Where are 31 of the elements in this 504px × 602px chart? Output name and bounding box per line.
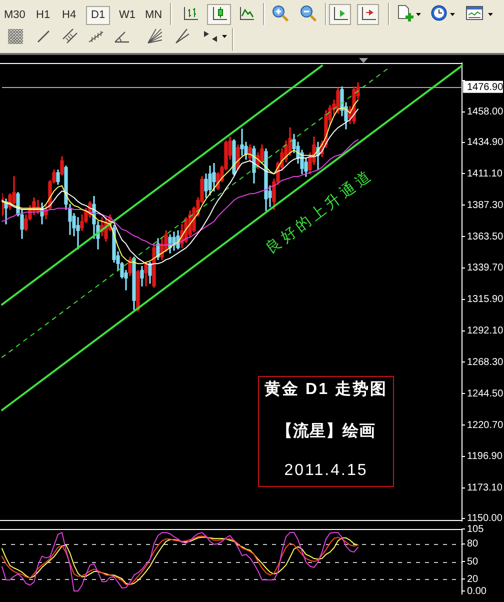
y-tick-label: 1220.70	[467, 420, 504, 431]
y-tick-label: 1339.70	[467, 262, 504, 274]
text: W1	[119, 9, 136, 21]
annotation: 良好的上升通道	[262, 166, 377, 258]
y-tick-label: 1363.50	[467, 231, 504, 242]
y-tick-label: 50	[467, 556, 479, 568]
y-tick-label: 1411.10	[467, 168, 503, 180]
y-tick-label: 1458.00	[467, 106, 504, 118]
text: D1	[91, 9, 106, 21]
y-tick-label: 1173.10	[467, 482, 503, 494]
y-tick-label: 1150.00	[467, 513, 503, 524]
text: H1	[36, 9, 50, 21]
y-tick-label: 105	[467, 524, 484, 535]
text: M30	[4, 9, 26, 21]
text: H4	[62, 9, 76, 21]
ref-line-label: 1476.90	[467, 82, 504, 94]
y-tick-label: 1434.90	[467, 137, 504, 148]
y-tick-label: 80	[467, 538, 479, 550]
y-tick-label: 1196.90	[467, 451, 503, 462]
text: MN	[145, 9, 162, 21]
y-tick-label: 1387.30	[467, 200, 504, 211]
y-tick-label: 1268.30	[467, 356, 504, 368]
y-tick-label: 0.00	[467, 586, 487, 597]
annotation: 【流星】绘画	[276, 422, 376, 441]
y-tick-label: 20	[467, 574, 479, 585]
y-tick-label: 1292.10	[467, 326, 504, 337]
annotation: 黄金 D1 走势图	[264, 380, 388, 399]
y-tick-label: 1315.90	[467, 294, 504, 306]
note-box: 黄金 D1 走势图 【流星】绘画 2011.4.15	[258, 376, 394, 487]
annotation: 2011.4.15	[283, 461, 369, 480]
y-tick-label: 1244.50	[467, 388, 504, 400]
